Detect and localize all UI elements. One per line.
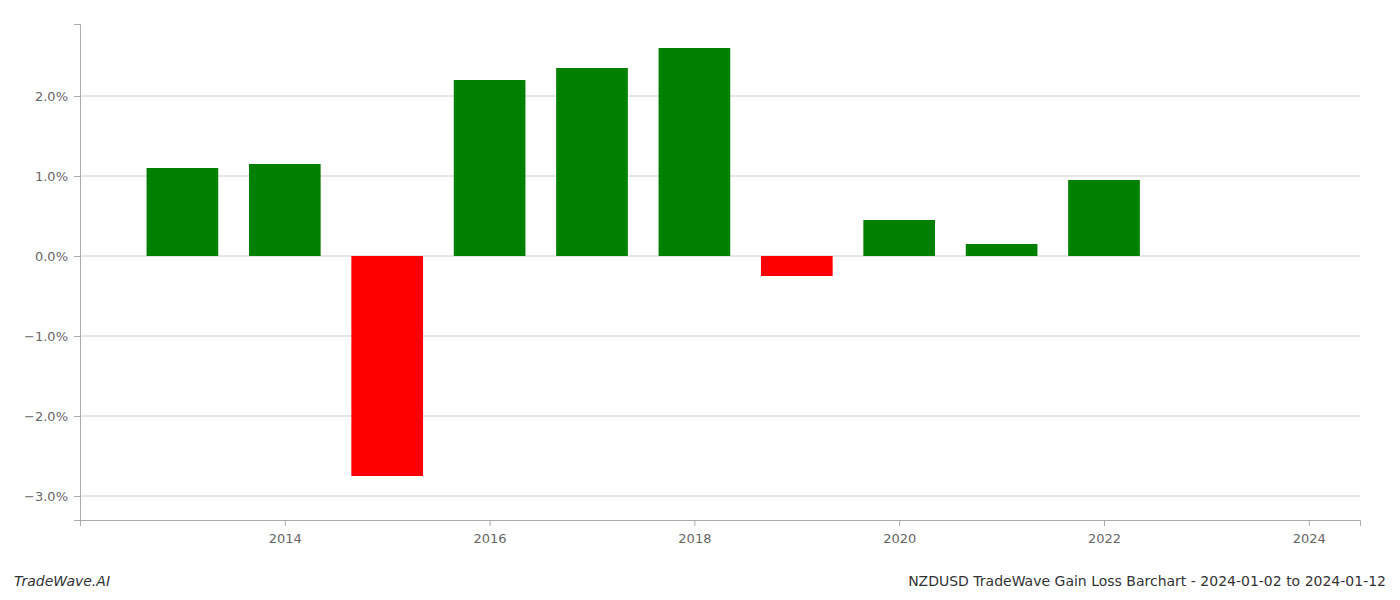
- x-tick-mark: [1309, 520, 1310, 526]
- bar: [659, 48, 731, 256]
- x-tick: 2018: [678, 520, 711, 546]
- x-tick: 2014: [269, 520, 302, 546]
- bar: [454, 80, 526, 256]
- y-tick-mark: [74, 96, 80, 97]
- x-tick-label: 2014: [269, 531, 302, 546]
- y-tick-mark: [74, 416, 80, 417]
- x-tick: 2024: [1293, 520, 1326, 546]
- x-tick-label: 2020: [883, 531, 916, 546]
- bar: [1171, 256, 1243, 257]
- bar: [249, 164, 321, 256]
- bar: [1068, 180, 1140, 256]
- y-tick: 2.0%: [35, 89, 80, 104]
- grid-line: [80, 496, 1360, 497]
- footer-right: NZDUSD TradeWave Gain Loss Barchart - 20…: [908, 573, 1386, 589]
- y-tick: −3.0%: [24, 489, 80, 504]
- y-tick-label: −2.0%: [24, 409, 68, 424]
- y-tick-label: 1.0%: [35, 169, 68, 184]
- y-axis: −3.0% −2.0% −1.0% 0.0% 1.0% 2.0%: [24, 25, 80, 521]
- plot-area: 2014 2016 2018 2020 2022 2024 −3.0% −2.0% −1.0% 0…: [24, 25, 1360, 547]
- y-tick-mark: [74, 256, 80, 257]
- y-tick-mark: [74, 336, 80, 337]
- bar: [556, 68, 628, 256]
- footer-left: TradeWave.AI: [14, 573, 110, 589]
- x-axis-line: [81, 521, 1361, 527]
- x-tick-label: 2016: [474, 531, 507, 546]
- y-tick-label: 2.0%: [35, 89, 68, 104]
- y-axis-line: [74, 25, 81, 521]
- y-tick-label: −1.0%: [24, 329, 68, 344]
- bar: [863, 220, 935, 256]
- x-tick-mark: [899, 520, 900, 526]
- x-tick-mark: [285, 520, 286, 526]
- grid-line: [80, 416, 1360, 417]
- bar: [966, 244, 1038, 256]
- x-tick-label: 2024: [1293, 531, 1326, 546]
- x-tick: 2020: [883, 520, 916, 546]
- bar: [147, 168, 219, 256]
- y-tick-mark: [74, 176, 80, 177]
- x-tick-mark: [1104, 520, 1105, 526]
- bars: [147, 48, 1140, 476]
- bar: [351, 256, 423, 476]
- grid-line: [80, 336, 1360, 337]
- x-tick-mark: [490, 520, 491, 526]
- x-tick: 2016: [474, 520, 507, 546]
- y-tick: 0.0%: [35, 249, 80, 264]
- x-tick-label: 2022: [1088, 531, 1121, 546]
- y-tick: 1.0%: [35, 169, 80, 184]
- chart: 2014 2016 2018 2020 2022 2024 −3.0% −2.0% −1.0% 0…: [0, 0, 1400, 600]
- y-tick-mark: [74, 496, 80, 497]
- y-tick: −1.0%: [24, 329, 80, 344]
- x-tick-label: 2018: [678, 531, 711, 546]
- x-axis: 2014 2016 2018 2020 2022 2024: [81, 520, 1361, 546]
- y-tick-label: −3.0%: [24, 489, 68, 504]
- x-tick: 2022: [1088, 520, 1121, 546]
- bar: [761, 256, 833, 276]
- y-tick: −2.0%: [24, 409, 80, 424]
- x-tick-mark: [694, 520, 695, 526]
- y-tick-label: 0.0%: [35, 249, 68, 264]
